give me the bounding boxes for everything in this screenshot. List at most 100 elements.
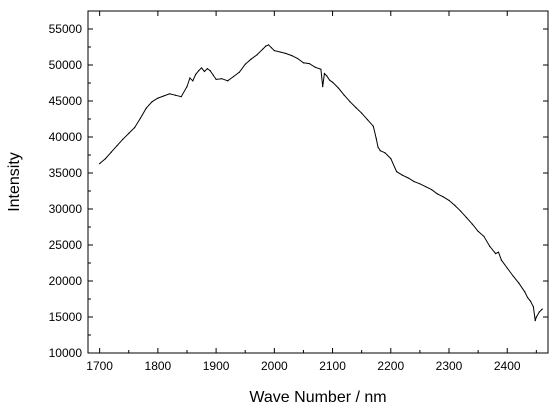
- data-point: [270, 47, 273, 49]
- data-point: [465, 217, 468, 219]
- y-tick-label: 20000: [49, 274, 83, 288]
- data-point: [329, 79, 331, 81]
- data-point: [139, 117, 142, 119]
- y-tick-label: 40000: [49, 130, 83, 144]
- data-point: [285, 52, 287, 55]
- x-tick-label: 2200: [377, 359, 404, 373]
- x-tick-label: 2100: [319, 359, 346, 373]
- data-point: [361, 112, 363, 114]
- data-point: [379, 150, 381, 152]
- data-point: [104, 158, 107, 160]
- data-point: [221, 78, 223, 80]
- data-point: [133, 127, 136, 129]
- data-point: [320, 68, 322, 70]
- data-point: [297, 57, 299, 60]
- data-point: [128, 132, 130, 134]
- data-point: [454, 204, 456, 206]
- data-point: [99, 163, 101, 165]
- data-point: [527, 296, 529, 299]
- data-point: [534, 320, 536, 322]
- data-point: [477, 230, 479, 232]
- x-tick-label: 1900: [203, 359, 230, 373]
- data-point: [206, 68, 208, 70]
- plot-frame: [87, 10, 549, 354]
- data-point: [232, 75, 235, 78]
- y-tick-label: 45000: [49, 94, 83, 108]
- data-point: [541, 308, 543, 310]
- y-tick-label: 30000: [49, 202, 83, 216]
- data-point: [524, 291, 526, 293]
- y-tick-label: 15000: [49, 310, 83, 324]
- y-axis-ticks: 10000 15000 20000 25000 30000 35000 40000 45000…: [49, 22, 548, 360]
- data-point: [291, 55, 293, 57]
- data-point: [483, 235, 485, 237]
- data-point: [157, 97, 159, 99]
- series-line: [99, 44, 543, 321]
- data-point: [264, 45, 267, 47]
- data-point: [151, 101, 153, 103]
- data-point: [337, 87, 339, 89]
- data-point: [227, 80, 229, 82]
- x-tick-label: 2300: [436, 359, 463, 373]
- data-point: [302, 62, 305, 64]
- data-point: [116, 145, 118, 147]
- data-point: [366, 119, 369, 121]
- data-points: [99, 44, 543, 322]
- data-point: [174, 94, 176, 96]
- data-point: [390, 158, 392, 160]
- data-point: [322, 86, 324, 88]
- data-point: [215, 78, 217, 80]
- data-point: [436, 193, 438, 195]
- data-point: [512, 275, 514, 277]
- data-point: [489, 245, 491, 248]
- data-point: [413, 181, 415, 183]
- data-point: [200, 67, 203, 69]
- data-point: [448, 199, 450, 201]
- data-point: [532, 306, 535, 308]
- data-point: [238, 71, 240, 73]
- data-point: [110, 151, 112, 153]
- data-point: [273, 50, 275, 52]
- data-point: [343, 94, 345, 96]
- data-point: [262, 48, 264, 50]
- data-point: [189, 77, 191, 79]
- x-tick-label: 2400: [494, 359, 521, 373]
- data-point: [267, 44, 270, 46]
- data-point: [375, 137, 377, 140]
- data-point: [122, 138, 124, 140]
- data-point: [384, 152, 386, 154]
- data-point: [349, 101, 351, 103]
- data-point: [372, 125, 374, 127]
- data-point: [500, 259, 503, 261]
- data-point: [168, 93, 171, 95]
- data-point: [192, 80, 194, 82]
- data-point: [203, 70, 206, 73]
- data-point: [506, 267, 508, 269]
- data-point: [535, 316, 537, 318]
- y-axis-title: Intensity: [6, 152, 23, 212]
- data-point: [538, 311, 540, 313]
- data-point: [494, 253, 497, 255]
- data-point: [331, 81, 334, 83]
- data-point: [209, 70, 211, 72]
- data-point: [308, 62, 310, 65]
- data-point: [497, 251, 500, 253]
- data-point: [314, 66, 316, 68]
- x-tick-label: 2000: [261, 359, 288, 373]
- data-point: [186, 86, 188, 88]
- data-point: [355, 106, 357, 109]
- data-point: [326, 75, 328, 77]
- data-point: [407, 177, 409, 179]
- x-tick-label: 1700: [86, 359, 113, 373]
- y-tick-label: 55000: [49, 22, 83, 36]
- data-point: [250, 58, 252, 60]
- data-point: [396, 170, 398, 173]
- data-point: [518, 282, 520, 284]
- data-point: [419, 183, 421, 185]
- data-point: [323, 73, 326, 75]
- data-point: [163, 95, 165, 97]
- y-tick-label: 10000: [49, 346, 83, 360]
- data-point: [195, 73, 197, 75]
- data-point: [529, 300, 532, 302]
- data-point: [279, 51, 281, 53]
